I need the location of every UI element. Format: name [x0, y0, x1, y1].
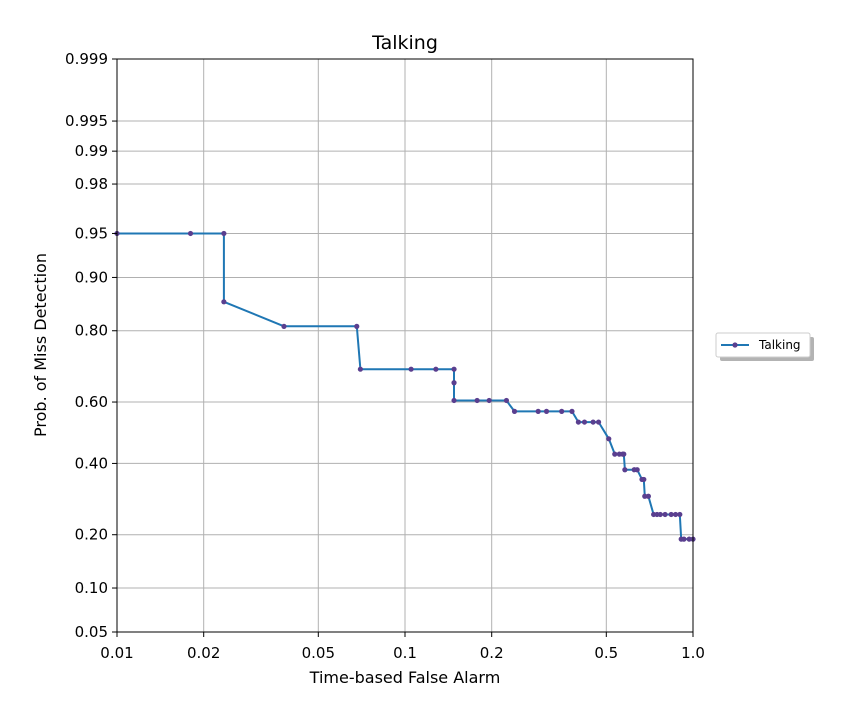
x-tick-label: 0.05 — [302, 644, 335, 662]
data-point — [187, 230, 194, 237]
data-point — [686, 536, 692, 542]
y-axis: 0.05 0.10 0.20 0.40 0.60 0.80 0.90 0.95 0.98 0.99… — [65, 50, 117, 641]
data-point — [681, 536, 687, 542]
data-point — [559, 408, 565, 414]
data-point — [354, 323, 360, 329]
data-point — [511, 408, 518, 414]
data-point — [474, 397, 480, 404]
y-tick-label: 0.995 — [65, 112, 108, 130]
data-point — [595, 419, 602, 425]
data-point — [581, 419, 588, 425]
data-point — [672, 511, 679, 518]
data-point — [657, 511, 663, 518]
data-point — [662, 511, 668, 518]
data-point — [451, 366, 457, 372]
data-point — [606, 436, 612, 442]
legend-marker-talking — [732, 342, 738, 348]
data-point — [575, 419, 581, 425]
y-tick-label: 0.10 — [75, 579, 108, 597]
data-point — [221, 230, 227, 237]
legend: Talking — [715, 332, 814, 361]
x-axis: 0.01 0.02 0.05 0.1 0.2 0.5 1.0 — [100, 632, 705, 662]
data-point — [621, 451, 627, 457]
y-tick-label: 0.95 — [75, 224, 108, 242]
data-point — [486, 397, 492, 404]
y-tick-label: 0.99 — [75, 142, 108, 160]
x-tick-label: 0.2 — [480, 644, 504, 662]
data-point — [642, 493, 648, 499]
data-point — [622, 467, 628, 473]
data-point — [590, 419, 596, 425]
plot-area — [114, 230, 696, 542]
data-point — [535, 408, 541, 414]
legend-box — [715, 332, 811, 358]
data-point — [433, 366, 439, 372]
grid — [116, 58, 694, 633]
x-tick-label: 0.1 — [393, 644, 417, 662]
data-point — [569, 408, 575, 414]
legend-label-talking: Talking — [758, 338, 801, 352]
y-tick-label: 0.98 — [75, 175, 108, 193]
x-tick-label: 1.0 — [681, 644, 705, 662]
x-tick-label: 0.01 — [100, 644, 133, 662]
data-point — [281, 323, 287, 329]
x-tick-label: 0.5 — [594, 644, 618, 662]
y-axis-label: Prob. of Miss Detection — [31, 253, 50, 437]
data-point — [503, 397, 510, 404]
y-tick-label: 0.90 — [75, 268, 108, 286]
chart-title: Talking — [371, 32, 438, 54]
data-point — [451, 397, 457, 404]
data-point — [668, 511, 674, 518]
x-tick-label: 0.02 — [187, 644, 220, 662]
y-tick-label: 0.60 — [75, 393, 108, 411]
data-point — [408, 366, 414, 372]
data-point — [634, 467, 640, 473]
data-point — [677, 511, 683, 518]
y-tick-label: 0.40 — [75, 454, 108, 472]
x-axis-label: Time-based False Alarm — [309, 668, 501, 687]
y-tick-label: 0.05 — [75, 623, 108, 641]
data-point — [357, 366, 363, 372]
y-tick-label: 0.20 — [75, 526, 108, 544]
data-point — [645, 493, 651, 499]
data-point — [543, 408, 550, 414]
data-point — [612, 451, 618, 457]
data-point — [221, 299, 227, 305]
y-tick-label: 0.80 — [75, 322, 108, 340]
data-point — [641, 476, 647, 483]
y-tick-label: 0.999 — [65, 50, 108, 68]
data-point — [451, 380, 457, 386]
